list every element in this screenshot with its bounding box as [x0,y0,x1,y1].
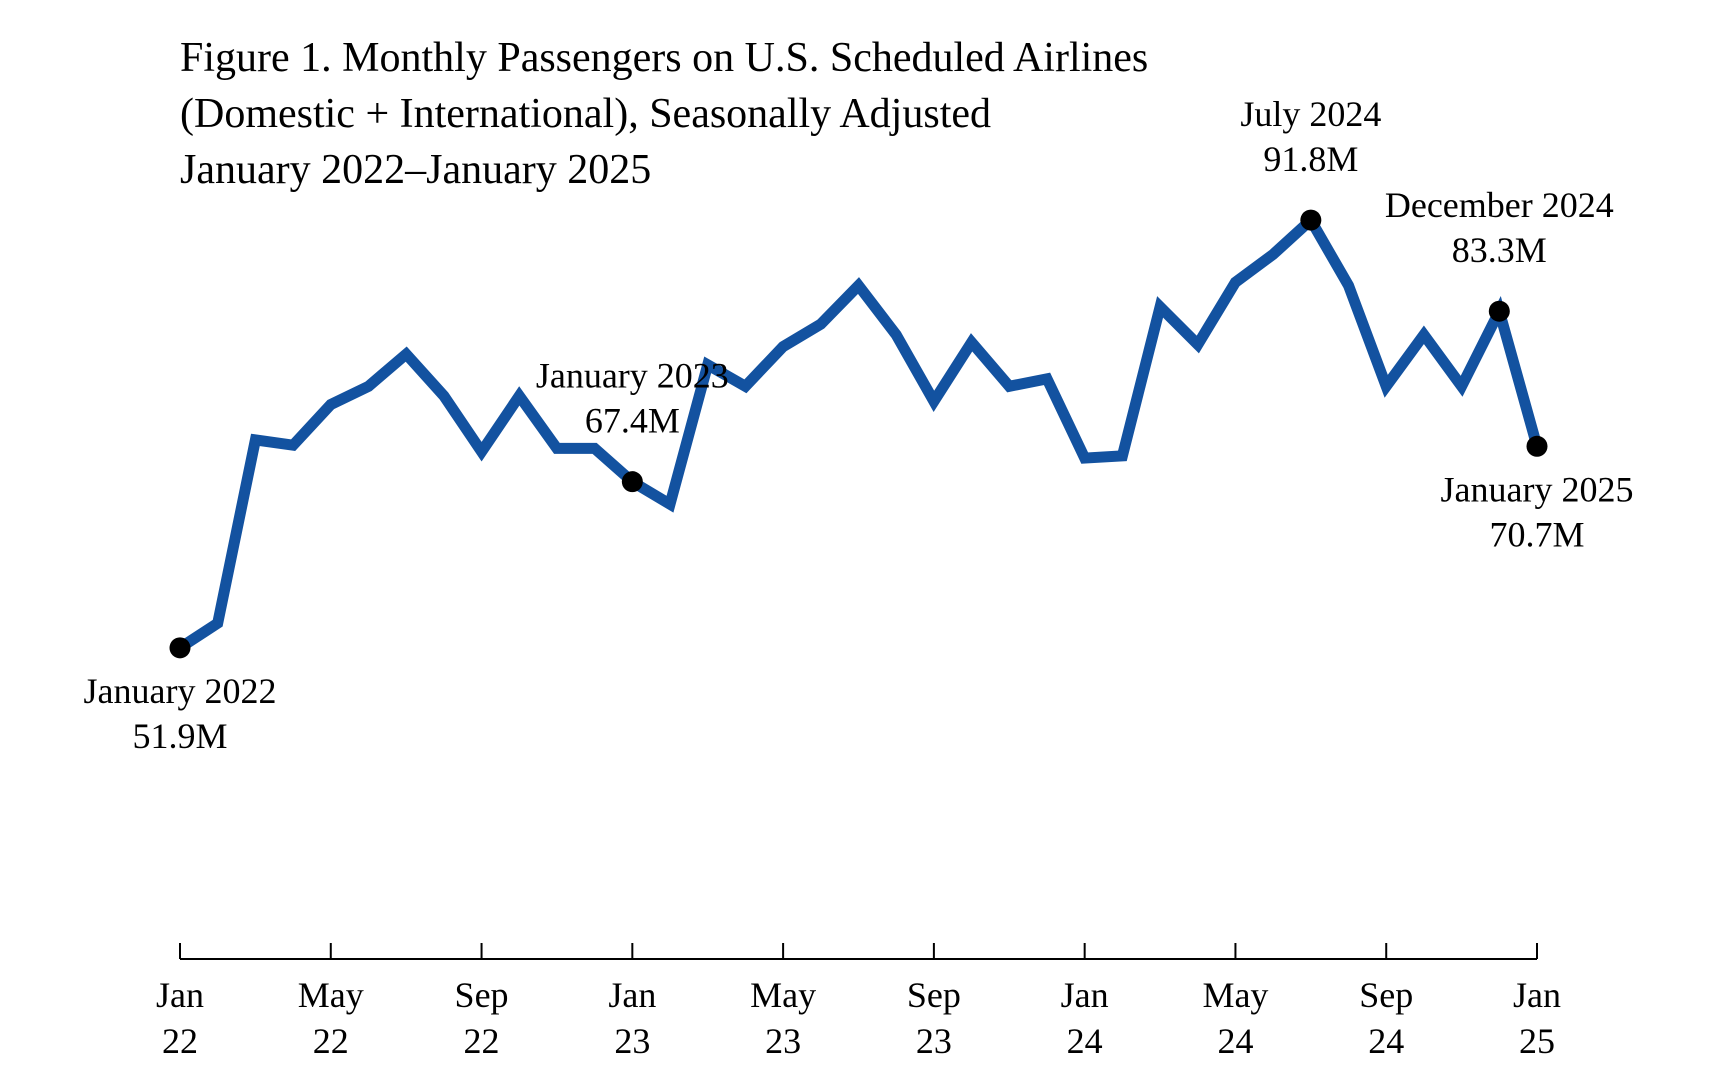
annotation-value-label: 91.8M [1263,139,1358,179]
x-tick-label-month: Jan [608,975,656,1015]
data-point-marker [1488,300,1510,322]
x-tick-label-year: 23 [614,1021,650,1061]
series-line [176,211,1543,653]
data-point-marker [1300,209,1322,231]
chart-title: Figure 1. Monthly Passengers on U.S. Sch… [180,30,1148,198]
chart-title-line-3: January 2022–January 2025 [180,147,652,193]
x-tick-label-month: May [750,975,816,1015]
x-tick-label-month: Sep [1359,975,1413,1015]
chart-title-line-1: Figure 1. Monthly Passengers on U.S. Sch… [180,35,1149,81]
annotation-date-label: January 2022 [84,671,277,711]
series-layer [176,211,1543,653]
x-tick-label-year: 22 [464,1021,500,1061]
x-tick-label-month: Jan [156,975,204,1015]
x-tick-label-year: 22 [313,1021,349,1061]
x-tick-label-month: Sep [455,975,509,1015]
x-tick-label-year: 23 [916,1021,952,1061]
markers-layer [169,209,1548,659]
x-tick-label-month: Sep [907,975,961,1015]
x-tick-label-month: Jan [1061,975,1109,1015]
data-point-marker [169,637,191,659]
x-tick-label-month: May [298,975,364,1015]
x-tick-label-year: 25 [1519,1021,1555,1061]
x-axis: Jan 22 May 22 Sep 22 Jan 23 May 23 Sep 23 Jan 24 May 24… [156,943,1561,1061]
data-point-marker [621,471,643,493]
x-tick-label-year: 22 [162,1021,198,1061]
chart-title-line-2: (Domestic + International), Seasonally A… [180,91,992,137]
annotation-date-label: January 2023 [536,356,729,396]
x-tick-label-year: 24 [1368,1021,1404,1061]
x-tick-label-year: 24 [1067,1021,1103,1061]
annotation-value-label: 70.7M [1489,514,1584,554]
annotation-value-label: 67.4M [585,401,680,441]
x-tick-label-month: Jan [1513,975,1561,1015]
annotation-value-label: 83.3M [1452,230,1547,270]
annotation-date-label: January 2025 [1441,469,1634,509]
annotations-layer: January 2022 51.9M January 2023 67.4M July 2… [84,94,1634,756]
annotation-date-label: December 2024 [1385,185,1614,225]
x-tick-label-month: May [1202,975,1268,1015]
annotation-value-label: 51.9M [132,716,227,756]
annotation-date-label: July 2024 [1240,94,1381,134]
data-point-marker [1526,435,1548,457]
x-tick-label-year: 23 [765,1021,801,1061]
x-tick-label-year: 24 [1217,1021,1253,1061]
